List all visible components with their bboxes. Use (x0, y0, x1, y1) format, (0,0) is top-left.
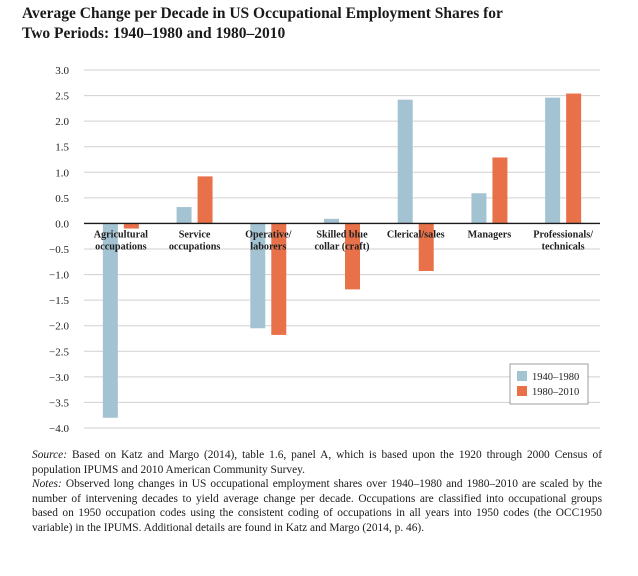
notes-text: Observed long changes in US occupational… (32, 478, 602, 534)
source-label: Source: (32, 449, 68, 461)
bar-period-2 (418, 223, 434, 271)
y-tick-label: 3.0 (55, 65, 69, 77)
legend: 1940–1980 1980–2010 (509, 363, 589, 405)
y-tick-label: −1.0 (49, 270, 69, 282)
bar-period-1 (324, 218, 339, 224)
y-tick-label: −0.5 (49, 244, 69, 256)
y-tick-label: 0.5 (55, 193, 69, 205)
bar-period-1 (250, 223, 266, 329)
chart-title-line-2: Two Periods: 1940–1980 and 1980–2010 (22, 25, 286, 42)
legend-swatch (517, 386, 527, 396)
category-label: Skilled blue collar (craft) (315, 229, 370, 252)
y-tick-label: −3.0 (49, 372, 69, 384)
bar-period-2 (345, 223, 360, 290)
category-labels: Agricultural occupations Service occupation… (94, 229, 594, 252)
y-tick-label: 0.0 (55, 218, 69, 230)
chart-title-line-1: Average Change per Decade in US Occupati… (22, 5, 503, 22)
bars (102, 93, 582, 418)
notes-label: Notes: (32, 478, 62, 491)
y-tick-label: 1.5 (55, 142, 69, 154)
y-tick-label: −1.5 (49, 295, 69, 307)
legend-swatch (517, 371, 527, 381)
category-label: Managers (468, 229, 512, 240)
notes-paragraph: Notes: Observed long changes in US occup… (32, 477, 602, 535)
legend-label: 1940–1980 (532, 372, 579, 383)
y-tick-label: 2.5 (55, 91, 69, 103)
legend-box (509, 363, 589, 405)
source-text: Based on Katz and Margo (2014), table 1.… (32, 449, 602, 476)
bar-period-1 (545, 97, 561, 224)
category-label: Agricultural occupations (94, 229, 148, 252)
y-axis: 3.0 2.5 2.0 1.5 1.0 0.5 0.0 −0.5 −1.0 −1.5 −2.0 −2.… (49, 65, 69, 435)
bar-period-1 (397, 99, 413, 224)
bar-period-1 (102, 223, 118, 418)
source-note: Source: Based on Katz and Margo (2014), … (32, 448, 602, 477)
legend-label: 1980–2010 (532, 387, 579, 398)
y-tick-label: −4.0 (49, 423, 69, 435)
bar-period-2 (123, 223, 139, 229)
category-label: Professionals/technicals (533, 229, 593, 252)
bar-period-1 (471, 193, 487, 224)
category-label: Service occupations (169, 229, 221, 252)
bar-period-2 (197, 176, 213, 224)
y-tick-label: −2.0 (49, 321, 69, 333)
bar-period-2 (271, 223, 287, 335)
figure-notes: Source: Based on Katz and Margo (2014), … (32, 448, 602, 536)
y-tick-label: −3.5 (49, 397, 69, 409)
y-tick-label: 2.0 (55, 116, 69, 128)
bar-period-1 (176, 207, 192, 224)
chart-title: Average Change per Decade in US Occupati… (22, 4, 622, 44)
bar-chart: 3.0 2.5 2.0 1.5 1.0 0.5 0.0 −0.5 −1.0 −1.5 −2.0 −2.… (49, 65, 600, 435)
y-tick-label: −2.5 (49, 346, 69, 358)
category-label: Clerical/sales (387, 229, 445, 240)
bar-period-2 (492, 157, 508, 224)
y-tick-label: 1.0 (55, 167, 69, 179)
bar-period-2 (566, 93, 582, 224)
category-label: Operative/laborers (245, 229, 292, 252)
